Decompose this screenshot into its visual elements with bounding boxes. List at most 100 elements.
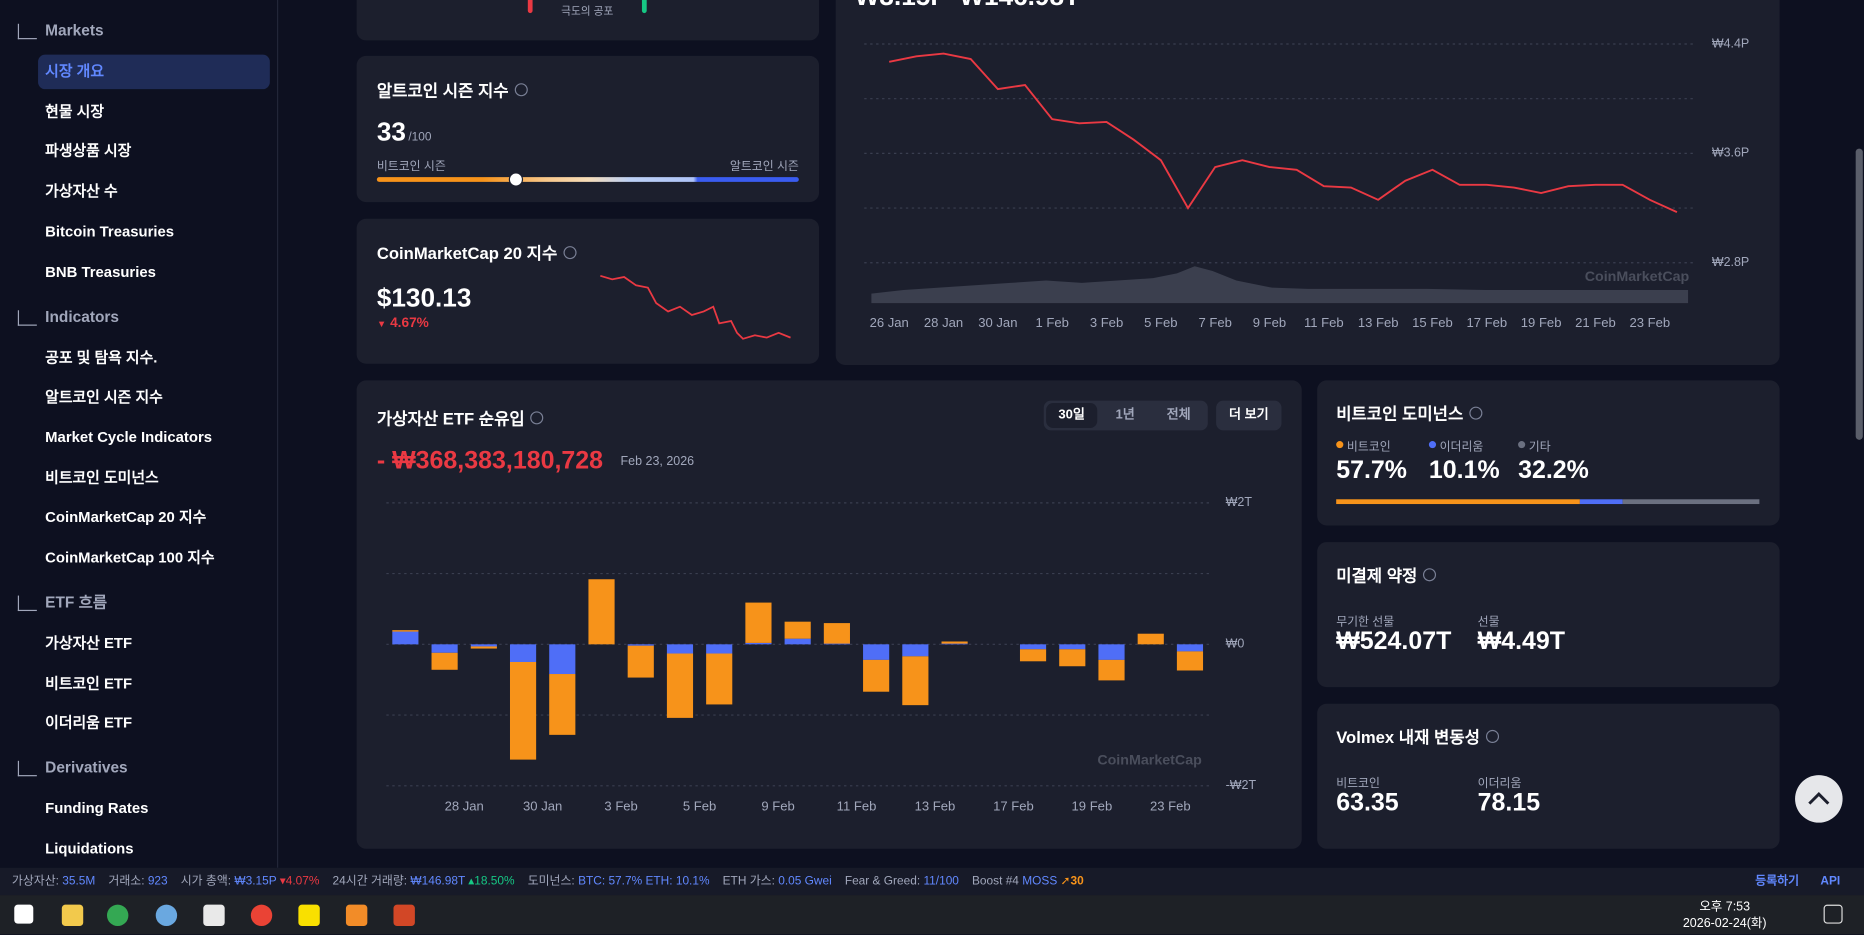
range-button[interactable]: 30일 — [1046, 402, 1098, 428]
menu-item[interactable]: 현물 시장 — [45, 103, 104, 120]
menu-item[interactable]: 이더리움 ETF — [45, 714, 133, 732]
status-value: ₩3.15P — [234, 874, 277, 889]
title-text: CoinMarketCap 20 지수 — [376, 243, 558, 263]
y-tick-label: ₩4.4P — [1712, 36, 1749, 50]
status-link[interactable]: API — [1820, 874, 1841, 889]
status-label: 시가 총액: — [180, 874, 232, 889]
fear-greed-label: 극도의 공포 — [561, 4, 614, 17]
menu-item[interactable]: Funding Rates — [45, 800, 149, 818]
status-item[interactable]: ETH 가스: 0.05 Gwei — [723, 868, 832, 895]
bar-segment — [627, 644, 654, 646]
x-tick-label: 11 Feb — [1304, 315, 1344, 330]
status-item[interactable]: Fear & Greed: 11/100 — [845, 868, 959, 895]
section-title[interactable]: Markets — [45, 21, 104, 40]
status-item[interactable]: 도미넌스: BTC: 57.7% ETH: 10.1% — [528, 868, 710, 895]
menu-item[interactable]: 파생상품 시장 — [45, 143, 132, 160]
scrollbar-thumb[interactable] — [1855, 148, 1863, 440]
info-icon[interactable] — [563, 246, 577, 260]
bar-segment — [745, 602, 772, 643]
x-tick-label: 30 Jan — [978, 315, 1017, 330]
status-label: 가상자산: — [11, 874, 59, 889]
bar-segment — [1098, 659, 1125, 681]
status-item[interactable]: 가상자산: 35.5M — [12, 868, 95, 895]
app-icon[interactable] — [250, 904, 273, 927]
menu-item[interactable]: 공포 및 탐욕 지수. — [45, 348, 158, 366]
title-text: 비트코인 도미넌스 — [1336, 404, 1464, 424]
status-label: Fear & Greed: — [844, 874, 921, 889]
more-button[interactable]: 더 보기 — [1216, 400, 1282, 431]
app-icon[interactable] — [298, 904, 320, 927]
menu-item[interactable]: 가상자산 수 — [45, 183, 118, 200]
app-icon[interactable] — [203, 904, 225, 927]
y-tick-label: ₩0 — [1226, 637, 1245, 651]
section-title[interactable]: Indicators — [45, 307, 120, 326]
volume: ₩146.98T — [959, 0, 1080, 12]
x-tick-label: 9 Feb — [1253, 315, 1286, 330]
bar-segment — [470, 646, 497, 649]
menu-item[interactable]: Liquidations — [45, 840, 134, 858]
date: Feb 23, 2026 — [620, 454, 695, 469]
menu-item[interactable]: CoinMarketCap 20 지수 — [45, 509, 207, 526]
menu-item[interactable]: BNB Treasuries — [45, 263, 156, 280]
section-title[interactable]: ETF 흐름 — [45, 593, 108, 612]
stat-label: 선물 — [1477, 615, 1500, 629]
section-icon — [17, 595, 37, 612]
menu-item[interactable]: Market Cycle Indicators — [45, 429, 213, 446]
right-label: 알트코인 시즌 — [729, 160, 799, 174]
status-value: MOSS — [1022, 874, 1058, 889]
menu-item[interactable]: 비트코인 도미넌스 — [45, 469, 159, 486]
range-group: 30일 1년 전체 — [1043, 400, 1208, 431]
status-item[interactable]: 24시간 거래량: ₩146.98T ▴18.50% — [333, 868, 515, 895]
app-icon[interactable] — [345, 904, 368, 927]
info-icon[interactable] — [1485, 729, 1499, 743]
app-icon[interactable] — [106, 904, 129, 927]
bar-segment — [392, 630, 419, 632]
range-button[interactable]: 1년 — [1115, 407, 1135, 423]
start-button[interactable] — [14, 904, 34, 924]
x-tick-label: 23 Feb — [1629, 315, 1670, 330]
range-button[interactable]: 전체 — [1166, 407, 1191, 423]
menu-item[interactable]: 비트코인 ETF — [45, 674, 133, 692]
legend-label: 기타 — [1528, 441, 1551, 455]
status-item[interactable]: 거래소: 923 — [108, 868, 167, 895]
menu-item[interactable]: 알트코인 시즌 지수 — [45, 388, 163, 406]
bar-segment — [706, 653, 733, 705]
status-item[interactable]: Boost #4 MOSS ➚30 — [972, 868, 1084, 895]
price: $130.13 — [376, 282, 472, 313]
legend-dot — [1336, 441, 1344, 449]
menu-item[interactable]: Bitcoin Treasuries — [45, 223, 175, 240]
legend-dot — [1428, 441, 1437, 449]
info-icon[interactable] — [1469, 406, 1483, 420]
menu-item[interactable]: CoinMarketCap 100 지수 — [45, 549, 215, 566]
dominance-segment — [1336, 499, 1581, 505]
dominance-value: 10.1% — [1428, 456, 1500, 484]
app-icon[interactable] — [61, 904, 84, 927]
x-tick-label: 21 Feb — [1575, 315, 1616, 330]
status-arrow: ▴ — [468, 874, 475, 889]
menu-item[interactable]: 시장 개요 — [45, 63, 104, 80]
notification-icon[interactable] — [1823, 904, 1843, 924]
status-item[interactable]: 시가 총액: ₩3.15P ▾4.07% — [181, 868, 320, 895]
dominance-segment — [1623, 499, 1760, 505]
bar-segment — [1059, 649, 1086, 667]
info-icon[interactable] — [514, 83, 528, 97]
bar-segment — [431, 652, 458, 670]
scroll-top-button[interactable] — [1795, 775, 1843, 823]
status-label: 거래소: — [108, 874, 145, 889]
stat-label: 이더리움 — [1477, 777, 1522, 791]
info-icon[interactable] — [1423, 568, 1437, 582]
info-icon[interactable] — [530, 411, 544, 425]
status-label: ETH 가스: — [722, 874, 775, 889]
status-link[interactable]: 등록하기 — [1755, 874, 1800, 889]
fear-greed-card: 극도의 공포 — [356, 0, 820, 41]
section-title[interactable]: Derivatives — [45, 758, 128, 777]
bar-segment — [1019, 649, 1047, 662]
app-icon[interactable] — [393, 904, 415, 927]
app-icon[interactable] — [155, 904, 178, 927]
net-flow: - ₩368,383,180,728 — [376, 446, 604, 475]
menu-item[interactable]: 가상자산 ETF — [45, 634, 133, 652]
bar-segment — [823, 643, 850, 645]
x-tick-label: 26 Jan — [870, 315, 909, 330]
bar-segment — [863, 644, 890, 660]
status-value: 0.05 Gwei — [778, 874, 832, 889]
